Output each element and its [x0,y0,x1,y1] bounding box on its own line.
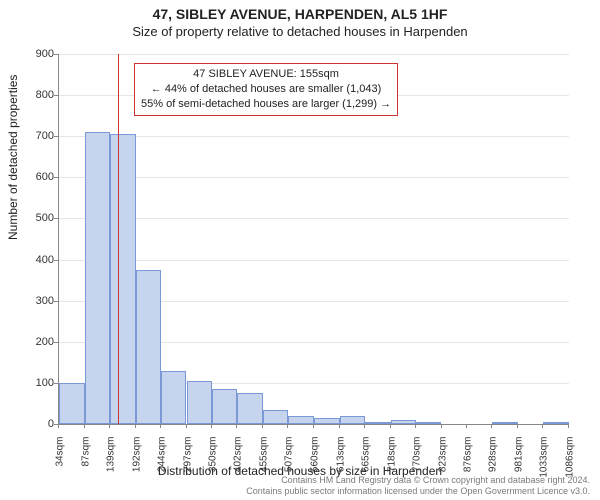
x-tick-mark [211,424,212,428]
x-tick-label: 1086sqm [565,437,576,487]
x-tick-mark [568,424,569,428]
y-tick-label: 300 [14,295,54,307]
y-tick-label: 100 [14,377,54,389]
x-tick-mark [390,424,391,428]
y-tick-mark [54,301,58,302]
y-tick-label: 900 [14,48,54,60]
x-tick-label: 718sqm [386,437,397,487]
annotation-box: 47 SIBLEY AVENUE: 155sqm← 44% of detache… [134,63,398,116]
x-tick-label: 613sqm [335,437,346,487]
x-tick-label: 560sqm [310,437,321,487]
x-tick-label: 455sqm [259,437,270,487]
x-tick-mark [491,424,492,428]
y-tick-label: 600 [14,171,54,183]
x-tick-label: 244sqm [156,437,167,487]
x-tick-label: 928sqm [488,437,499,487]
x-tick-mark [236,424,237,428]
x-tick-mark [84,424,85,428]
chart-subtitle: Size of property relative to detached ho… [0,22,600,39]
histogram-bar [187,381,213,424]
x-tick-mark [415,424,416,428]
y-tick-mark [54,177,58,178]
x-tick-mark [339,424,340,428]
x-tick-label: 981sqm [514,437,525,487]
y-tick-mark [54,218,58,219]
annotation-line: 47 SIBLEY AVENUE: 155sqm [141,67,391,82]
x-tick-label: 139sqm [105,437,116,487]
x-tick-label: 34sqm [55,437,66,487]
histogram-bar [263,410,288,424]
x-tick-mark [313,424,314,428]
y-tick-label: 500 [14,212,54,224]
x-tick-mark [441,424,442,428]
x-tick-label: 665sqm [360,437,371,487]
marker-line [118,54,119,424]
x-tick-mark [364,424,365,428]
x-tick-label: 297sqm [182,437,193,487]
x-tick-label: 350sqm [208,437,219,487]
x-tick-mark [186,424,187,428]
y-tick-label: 800 [14,89,54,101]
x-tick-mark [58,424,59,428]
x-tick-label: 770sqm [411,437,422,487]
histogram-bar [237,393,263,424]
x-tick-label: 823sqm [437,437,448,487]
y-tick-mark [54,342,58,343]
x-tick-mark [466,424,467,428]
x-tick-mark [517,424,518,428]
x-tick-label: 1033sqm [539,437,550,487]
histogram-bar [136,270,161,424]
x-tick-label: 192sqm [131,437,142,487]
x-tick-mark [542,424,543,428]
y-tick-label: 700 [14,130,54,142]
x-tick-mark [287,424,288,428]
histogram-bar [161,371,187,424]
histogram-bar [85,132,110,424]
footer-line-2: Contains public sector information licen… [246,486,590,497]
histogram-bar [212,389,237,424]
y-tick-label: 400 [14,254,54,266]
histogram-bar [314,418,340,424]
gridline [59,54,569,55]
x-tick-mark [160,424,161,428]
x-tick-label: 507sqm [284,437,295,487]
y-tick-mark [54,383,58,384]
histogram-bar [391,420,416,424]
y-tick-mark [54,95,58,96]
histogram-bar [59,383,85,424]
x-tick-label: 87sqm [80,437,91,487]
y-tick-label: 0 [14,418,54,430]
histogram-bar [492,422,518,424]
plot-area: 47 SIBLEY AVENUE: 155sqm← 44% of detache… [58,54,569,425]
histogram-bar [288,416,314,424]
chart-title: 47, SIBLEY AVENUE, HARPENDEN, AL5 1HF [0,0,600,22]
histogram-bar [416,422,442,424]
histogram-bar [110,134,136,424]
y-tick-mark [54,260,58,261]
annotation-line: 55% of semi-detached houses are larger (… [141,97,391,112]
chart-container: 47, SIBLEY AVENUE, HARPENDEN, AL5 1HF Si… [0,0,600,500]
x-tick-mark [135,424,136,428]
x-tick-mark [262,424,263,428]
y-tick-mark [54,136,58,137]
histogram-bar [365,422,391,424]
x-tick-label: 402sqm [233,437,244,487]
y-tick-mark [54,54,58,55]
histogram-bar [340,416,365,424]
x-tick-label: 876sqm [463,437,474,487]
annotation-line: ← 44% of detached houses are smaller (1,… [141,82,391,97]
x-tick-mark [109,424,110,428]
y-tick-label: 200 [14,336,54,348]
histogram-bar [543,422,569,424]
